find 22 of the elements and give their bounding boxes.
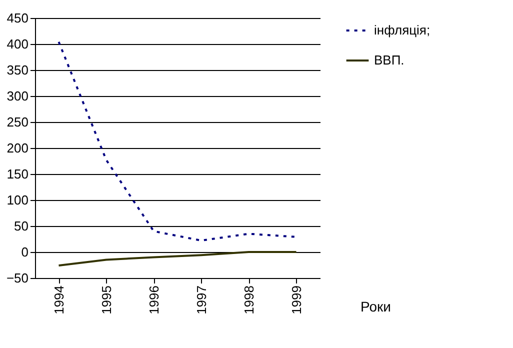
x-tick-label: 1995 bbox=[98, 286, 114, 314]
x-tick-label: 1998 bbox=[241, 286, 256, 314]
x-tick-label: 1994 bbox=[51, 286, 66, 314]
y-tick-label: 400 bbox=[6, 36, 28, 52]
x-tick-label: 1997 bbox=[194, 286, 209, 314]
y-tick-label: −50 bbox=[6, 270, 28, 286]
x-axis-title: Роки bbox=[360, 298, 391, 314]
line-series bbox=[58, 251, 298, 267]
y-tick-label: 450 bbox=[6, 10, 28, 26]
x-tick-label: 1999 bbox=[288, 286, 304, 314]
line-series bbox=[58, 40, 298, 242]
y-tick-label: 100 bbox=[6, 192, 28, 208]
y-tick-label: 350 bbox=[6, 62, 28, 78]
y-tick-label: 0 bbox=[21, 244, 28, 260]
y-tick-label: 250 bbox=[6, 114, 28, 130]
x-tick-label: 1996 bbox=[146, 286, 162, 314]
y-tick-label: 200 bbox=[6, 140, 28, 156]
legend-label: інфляція; bbox=[374, 22, 430, 38]
y-tick-label: 50 bbox=[14, 218, 28, 234]
y-tick-label: 300 bbox=[6, 88, 28, 104]
y-tick-label: 150 bbox=[6, 166, 28, 182]
legend-label: ВВП. bbox=[374, 52, 404, 68]
